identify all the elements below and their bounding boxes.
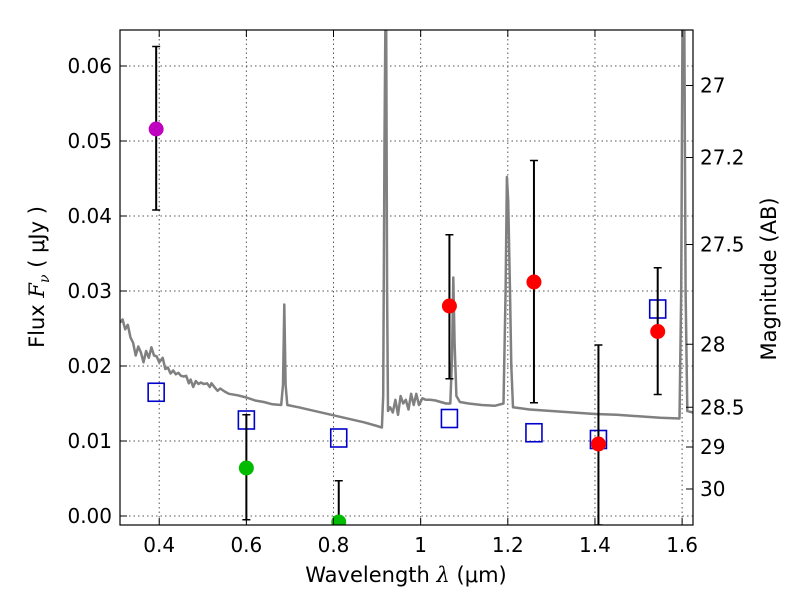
x-axis-title-symbol: λ xyxy=(436,563,450,587)
observed-point-red xyxy=(526,274,542,290)
plot-frame xyxy=(119,29,694,526)
x-tick-label: 1.4 xyxy=(579,533,611,557)
observed-point-red xyxy=(650,324,666,339)
observed-point-green xyxy=(238,460,254,476)
x-axis-ticks: 0.4 0.6 0.8 1 1.2 1.4 1.6 xyxy=(143,30,698,557)
y-tick-label: 0.00 xyxy=(67,504,112,528)
x-tick-label: 0.8 xyxy=(318,533,350,557)
y-tick-label: 0.05 xyxy=(67,129,112,153)
y2-tick-label: 29 xyxy=(700,435,725,459)
y-axis-title-unit: ( μJy ) xyxy=(25,206,49,268)
y-axis-ticks: 0.00 0.01 0.02 0.03 0.04 0.05 0.06 xyxy=(67,54,127,528)
y-tick-label: 0.02 xyxy=(67,354,112,378)
y-axis-title-symbol: F xyxy=(25,282,49,299)
observed-point-red xyxy=(590,436,606,452)
y-tick-label: 0.03 xyxy=(67,279,112,303)
y-tick-label: 0.04 xyxy=(67,204,112,228)
x-tick-label: 1 xyxy=(414,533,427,557)
x-axis-title-main: Wavelength xyxy=(305,563,430,587)
observed-point-purple xyxy=(148,121,164,137)
x-tick-label: 1.6 xyxy=(666,533,698,557)
y-tick-label: 0.06 xyxy=(67,54,112,78)
y2-tick-label: 28.5 xyxy=(700,395,745,419)
x-axis-title-unit: (μm) xyxy=(457,563,507,587)
y2-axis-ticks: 27 27.2 27.5 28 28.5 29 30 xyxy=(686,74,745,501)
x-tick-label: 0.4 xyxy=(143,533,175,557)
y2-tick-label: 27.2 xyxy=(700,146,745,170)
y2-tick-label: 27.5 xyxy=(700,233,745,257)
y2-tick-label: 30 xyxy=(700,477,725,501)
y-axis-title-main: Flux xyxy=(25,304,49,348)
model-marker xyxy=(147,382,165,403)
observed-points xyxy=(148,121,666,525)
observed-point-red xyxy=(441,298,457,314)
x-tick-label: 0.6 xyxy=(230,533,262,557)
sed-model-line xyxy=(120,30,693,429)
plot-background xyxy=(120,30,693,525)
y2-tick-label: 27 xyxy=(700,74,725,98)
y-axis-title-subscript: ν xyxy=(37,274,53,283)
x-axis-title: Wavelength λ (μm) xyxy=(305,563,506,587)
model-marker xyxy=(329,428,348,448)
y2-axis-title: Magnitude (AB) xyxy=(757,197,781,360)
x-tick-label: 1.2 xyxy=(492,533,524,557)
y-axis-title: Flux Fν ( μJy ) xyxy=(25,206,53,348)
model-marker xyxy=(440,408,459,429)
model-marker xyxy=(525,422,543,443)
observed-point-green xyxy=(331,514,347,525)
y-tick-label: 0.01 xyxy=(67,429,112,453)
y2-tick-label: 28 xyxy=(700,332,725,356)
